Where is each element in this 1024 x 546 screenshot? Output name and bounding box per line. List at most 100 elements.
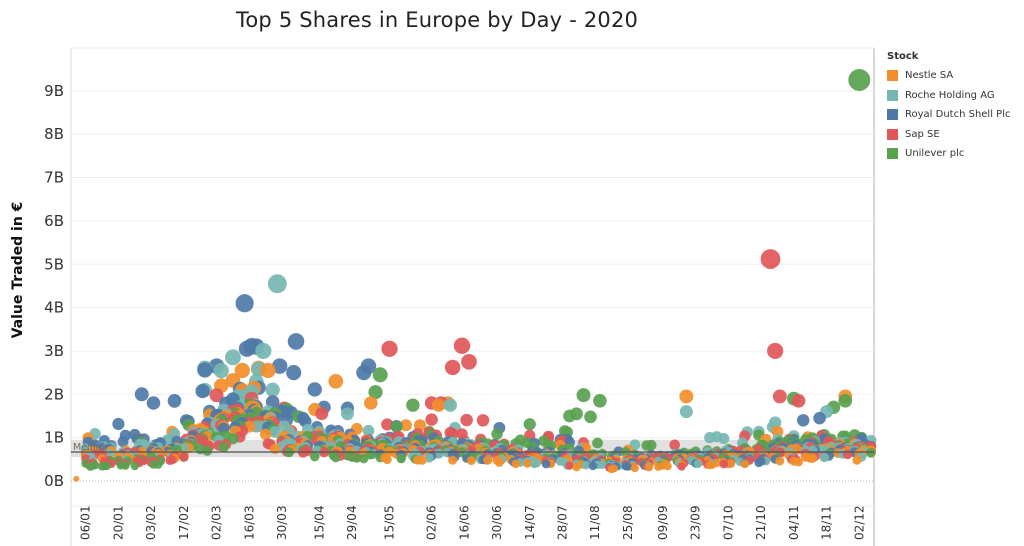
data-point-royal-dutch-shell-plc[interactable]: [796, 414, 810, 427]
data-point-unilever-plc[interactable]: [576, 388, 591, 403]
data-point-royal-dutch-shell-plc[interactable]: [117, 436, 129, 448]
data-point-unilever-plc[interactable]: [86, 462, 95, 471]
data-point-unilever-plc[interactable]: [97, 462, 107, 471]
data-point-sap-se[interactable]: [179, 452, 189, 462]
data-point-roche-holding-ag[interactable]: [718, 433, 730, 445]
data-point-nestle-sa[interactable]: [740, 459, 750, 469]
data-point-nestle-sa[interactable]: [775, 456, 785, 466]
data-point-sap-se[interactable]: [209, 388, 224, 403]
data-point-sap-se[interactable]: [453, 337, 471, 354]
data-point-royal-dutch-shell-plc[interactable]: [238, 340, 256, 357]
data-point-roche-holding-ag[interactable]: [693, 459, 703, 469]
data-point-nestle-sa[interactable]: [417, 455, 427, 465]
data-point-sap-se[interactable]: [767, 342, 784, 360]
data-point-nestle-sa[interactable]: [73, 475, 80, 482]
data-point-roche-holding-ag[interactable]: [679, 405, 693, 419]
data-point-roche-holding-ag[interactable]: [267, 274, 287, 294]
data-point-nestle-sa[interactable]: [523, 459, 532, 468]
data-point-unilever-plc[interactable]: [368, 385, 383, 400]
data-point-unilever-plc[interactable]: [406, 398, 420, 412]
data-point-sap-se[interactable]: [842, 449, 853, 460]
data-point-roche-holding-ag[interactable]: [341, 407, 354, 421]
data-point-roche-holding-ag[interactable]: [255, 342, 272, 360]
data-point-sap-se[interactable]: [677, 462, 686, 471]
data-point-royal-dutch-shell-plc[interactable]: [146, 396, 161, 410]
data-point-nestle-sa[interactable]: [511, 459, 521, 469]
data-point-royal-dutch-shell-plc[interactable]: [623, 462, 633, 471]
data-point-sap-se[interactable]: [719, 459, 729, 469]
data-point-royal-dutch-shell-plc[interactable]: [286, 365, 302, 381]
data-point-nestle-sa[interactable]: [259, 428, 272, 441]
data-point-unilever-plc[interactable]: [390, 420, 403, 433]
data-point-royal-dutch-shell-plc[interactable]: [813, 411, 826, 425]
data-point-sap-se[interactable]: [565, 461, 574, 470]
data-point-nestle-sa[interactable]: [448, 455, 458, 465]
data-point-royal-dutch-shell-plc[interactable]: [271, 358, 288, 374]
data-point-unilever-plc[interactable]: [563, 409, 576, 423]
data-point-nestle-sa[interactable]: [807, 453, 818, 463]
data-point-nestle-sa[interactable]: [494, 458, 504, 467]
data-point-roche-holding-ag[interactable]: [213, 362, 229, 379]
data-point-roche-holding-ag[interactable]: [443, 398, 457, 412]
data-point-royal-dutch-shell-plc[interactable]: [167, 394, 182, 408]
legend-item-nestle-sa[interactable]: Nestle SA: [887, 66, 1010, 86]
data-point-unilever-plc[interactable]: [130, 461, 139, 471]
legend-item-roche-holding-ag[interactable]: Roche Holding AG: [887, 86, 1010, 106]
data-point-unilever-plc[interactable]: [641, 440, 652, 451]
legend-item-unilever-plc[interactable]: Unilever plc: [887, 144, 1010, 164]
data-point-unilever-plc[interactable]: [359, 454, 369, 464]
data-point-nestle-sa[interactable]: [431, 398, 446, 412]
data-point-sap-se[interactable]: [425, 413, 438, 426]
data-point-sap-se[interactable]: [760, 249, 781, 269]
data-point-nestle-sa[interactable]: [607, 465, 616, 474]
data-point-nestle-sa[interactable]: [328, 373, 344, 389]
data-point-sap-se[interactable]: [381, 418, 394, 431]
data-point-nestle-sa[interactable]: [399, 419, 412, 432]
data-point-unilever-plc[interactable]: [523, 418, 536, 431]
data-point-unilever-plc[interactable]: [592, 437, 603, 449]
data-point-nestle-sa[interactable]: [726, 459, 736, 468]
data-point-nestle-sa[interactable]: [364, 396, 378, 410]
data-point-unilever-plc[interactable]: [121, 461, 130, 470]
data-point-unilever-plc[interactable]: [218, 441, 229, 453]
data-point-roche-holding-ag[interactable]: [265, 382, 280, 397]
data-point-royal-dutch-shell-plc[interactable]: [287, 333, 305, 350]
data-point-royal-dutch-shell-plc[interactable]: [754, 458, 764, 468]
data-point-nestle-sa[interactable]: [771, 425, 784, 438]
data-point-unilever-plc[interactable]: [309, 451, 320, 462]
data-point-sap-se[interactable]: [476, 414, 490, 427]
data-point-nestle-sa[interactable]: [483, 455, 493, 465]
data-point-sap-se[interactable]: [315, 407, 329, 421]
data-point-unilever-plc[interactable]: [396, 453, 406, 464]
data-point-nestle-sa[interactable]: [466, 455, 476, 466]
data-point-nestle-sa[interactable]: [382, 454, 392, 465]
data-point-nestle-sa[interactable]: [654, 462, 663, 472]
data-point-royal-dutch-shell-plc[interactable]: [588, 461, 598, 471]
data-point-royal-dutch-shell-plc[interactable]: [307, 382, 322, 397]
data-point-unilever-plc[interactable]: [838, 393, 853, 408]
data-point-nestle-sa[interactable]: [663, 461, 672, 471]
data-point-nestle-sa[interactable]: [679, 389, 694, 404]
data-point-roche-holding-ag[interactable]: [704, 432, 716, 444]
data-point-sap-se[interactable]: [165, 455, 175, 465]
data-point-sap-se[interactable]: [444, 359, 461, 376]
data-point-unilever-plc[interactable]: [372, 367, 388, 383]
data-point-royal-dutch-shell-plc[interactable]: [356, 365, 372, 381]
data-point-royal-dutch-shell-plc[interactable]: [541, 459, 551, 469]
data-point-nestle-sa[interactable]: [705, 460, 714, 470]
data-point-roche-holding-ag[interactable]: [269, 426, 281, 438]
data-point-nestle-sa[interactable]: [572, 463, 581, 472]
data-point-roche-holding-ag[interactable]: [581, 460, 591, 470]
data-point-roche-holding-ag[interactable]: [530, 459, 539, 469]
data-point-sap-se[interactable]: [381, 340, 398, 357]
data-point-nestle-sa[interactable]: [644, 463, 654, 472]
legend-item-sap-se[interactable]: Sap SE: [887, 125, 1010, 145]
data-point-roche-holding-ag[interactable]: [424, 453, 434, 463]
data-point-sap-se[interactable]: [772, 389, 787, 404]
data-point-nestle-sa[interactable]: [234, 362, 250, 379]
data-point-sap-se[interactable]: [461, 353, 477, 370]
data-point-unilever-plc[interactable]: [593, 393, 607, 408]
data-point-royal-dutch-shell-plc[interactable]: [235, 294, 254, 313]
data-point-royal-dutch-shell-plc[interactable]: [195, 384, 210, 399]
data-point-royal-dutch-shell-plc[interactable]: [134, 387, 149, 402]
